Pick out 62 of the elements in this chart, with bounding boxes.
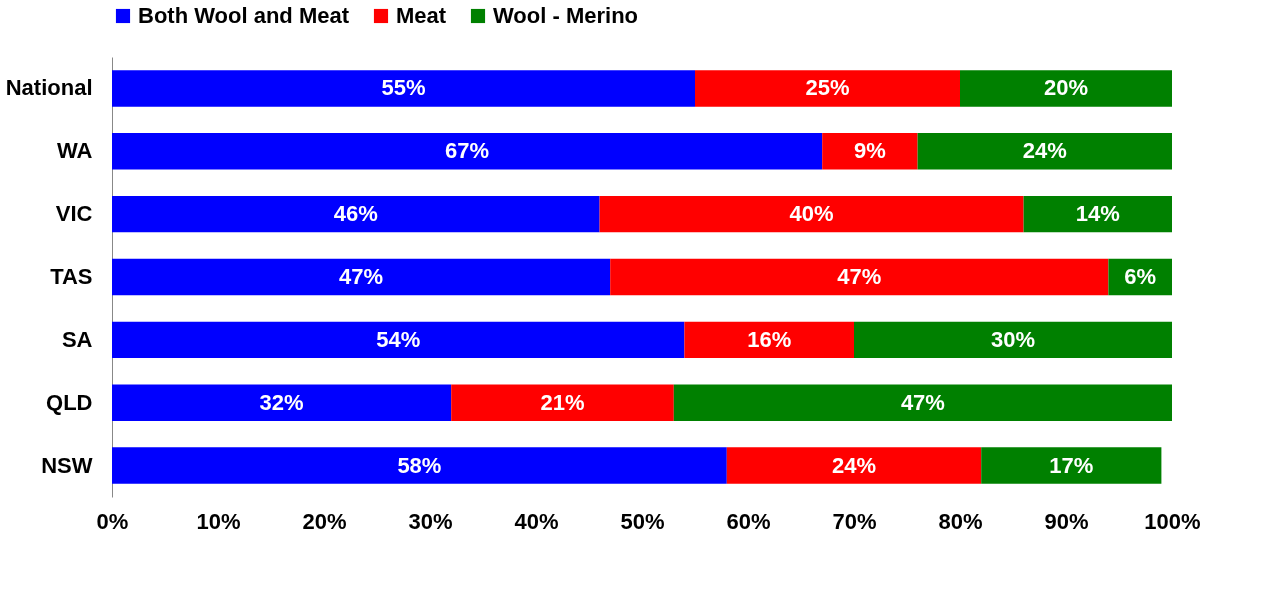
bar: [112, 447, 727, 484]
data-label: 16%: [747, 326, 792, 352]
bar: [960, 70, 1172, 107]
y-tick-label: QLD: [46, 389, 93, 415]
data-label: 30%: [990, 326, 1036, 352]
data-label: 9%: [854, 138, 886, 164]
bar: [695, 70, 960, 107]
y-tick-label: SA: [61, 326, 93, 352]
data-label: 25%: [805, 75, 850, 101]
x-tick-label: 10%: [196, 508, 241, 534]
x-tick-label: 70%: [832, 508, 877, 534]
x-tick-label: 40%: [514, 508, 559, 534]
data-label: 14%: [1075, 201, 1120, 227]
data-label: 47%: [837, 264, 882, 289]
data-label: 47%: [339, 264, 384, 289]
bar: [684, 321, 854, 359]
x-tick-label: 20%: [302, 508, 347, 534]
x-tick-label: 90%: [1044, 508, 1089, 534]
data-label: 24%: [831, 452, 877, 478]
bar: [112, 70, 695, 107]
data-label: 47%: [900, 389, 945, 415]
x-tick-label: 100%: [1144, 508, 1201, 534]
bar: [451, 384, 674, 421]
x-tick-label: 50%: [620, 508, 665, 534]
y-tick-label: VIC: [55, 201, 93, 227]
bar: [673, 384, 1172, 421]
data-label: 46%: [333, 201, 378, 227]
bar: [112, 133, 823, 170]
y-tick-label: NSW: [41, 452, 93, 478]
legend-label: Both Wool and Meat: [138, 3, 350, 28]
bar: [610, 258, 1109, 296]
data-label: 20%: [1043, 75, 1089, 101]
x-tick-label: 30%: [408, 508, 453, 534]
x-tick-label: 80%: [938, 508, 983, 534]
data-label: 40%: [789, 201, 834, 227]
bar: [112, 195, 600, 233]
bar: [822, 133, 918, 170]
bar: [1023, 195, 1172, 233]
bar: [112, 321, 685, 359]
data-label: 67%: [445, 138, 490, 164]
y-tick-label: National: [5, 75, 93, 101]
bar: [917, 133, 1172, 170]
bar: [854, 321, 1172, 359]
x-tick-label: 0%: [96, 508, 129, 534]
legend-label: Meat: [396, 3, 447, 28]
data-label: 17%: [1049, 452, 1094, 478]
bar: [599, 195, 1024, 233]
data-label: 55%: [381, 75, 426, 101]
legend-label: Wool - Merino: [493, 3, 639, 28]
data-label: 24%: [1022, 138, 1067, 164]
y-tick-label: TAS: [50, 264, 93, 289]
bar: [726, 447, 982, 484]
data-label: 6%: [1124, 264, 1157, 289]
data-label: 58%: [397, 452, 442, 478]
data-label: 54%: [376, 326, 421, 352]
bar: [112, 384, 452, 421]
data-label: 32%: [259, 389, 304, 415]
bar: [981, 447, 1162, 484]
bar: [112, 258, 611, 296]
y-tick-label: WA: [57, 138, 93, 164]
x-tick-label: 60%: [726, 508, 771, 534]
data-label: 21%: [540, 389, 585, 415]
